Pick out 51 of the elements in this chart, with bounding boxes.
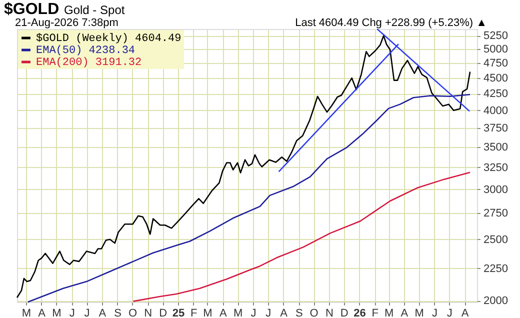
x-tick-label: J: [250, 308, 256, 318]
y-tick-label: 4750: [484, 58, 508, 70]
x-tick-label: J: [446, 308, 452, 318]
x-tick-label: J: [69, 308, 75, 318]
x-tick-label: A: [400, 308, 409, 318]
x-tick-label: A: [219, 308, 228, 318]
x-tick-label: J: [266, 308, 272, 318]
x-tick-label: A: [98, 308, 107, 318]
y-tick-label: 3750: [484, 122, 508, 135]
y-tick-label: 5250: [484, 30, 508, 42]
x-tick-label: D: [159, 308, 168, 318]
text: Last 4604.49 Chg +228.99 (+5.23%) ▲: [295, 17, 487, 29]
x-tick-label: N: [325, 308, 334, 318]
legend-label: EMA(50) 4238.34: [36, 45, 136, 57]
y-tick-label: 3250: [484, 162, 508, 174]
y-tick-label: 2250: [484, 262, 508, 275]
x-tick-label: A: [38, 308, 46, 318]
x-tick-label: 26: [354, 308, 366, 318]
x-tick-label: F: [190, 308, 198, 318]
y-tick-label: 3000: [484, 184, 508, 196]
legend-label: $GOLD (Weekly) 4604.49: [36, 33, 182, 45]
y-tick-label: 5000: [484, 44, 508, 56]
x-tick-label: O: [128, 308, 138, 318]
y-tick-label: 2750: [484, 208, 508, 220]
x-tick-label: S: [295, 308, 303, 318]
y-tick-label: 2500: [484, 234, 508, 246]
x-tick-label: A: [280, 308, 288, 318]
x-tick-label: N: [144, 308, 152, 318]
x-tick-label: M: [384, 308, 394, 318]
x-tick-label: 25: [172, 308, 185, 318]
x-tick-label: M: [22, 308, 32, 318]
x-tick-label: M: [233, 308, 243, 318]
y-tick-label: 4250: [484, 88, 508, 100]
x-tick-label: M: [414, 308, 424, 318]
x-tick-label: S: [114, 308, 122, 318]
x-tick-label: A: [461, 308, 470, 318]
x-tick-label: D: [340, 308, 348, 318]
x-tick-label: M: [203, 308, 212, 318]
x-tick-label: O: [310, 308, 319, 318]
y-tick-label: 4000: [484, 104, 508, 117]
y-tick-label: 2000: [484, 295, 508, 308]
text: 21-Aug-2026 7:38pm: [15, 17, 118, 29]
x-tick-label: J: [84, 308, 90, 318]
legend-label: EMA(200) 3191.32: [36, 57, 142, 69]
x-tick-label: F: [372, 308, 379, 318]
x-tick-label: J: [432, 308, 438, 318]
x-tick-label: M: [52, 308, 62, 318]
y-tick-label: 3500: [484, 142, 508, 154]
chart-subtitle: Gold - Spot: [64, 3, 126, 17]
y-tick-label: 4500: [484, 72, 508, 85]
chart-title: $GOLD: [4, 1, 60, 18]
